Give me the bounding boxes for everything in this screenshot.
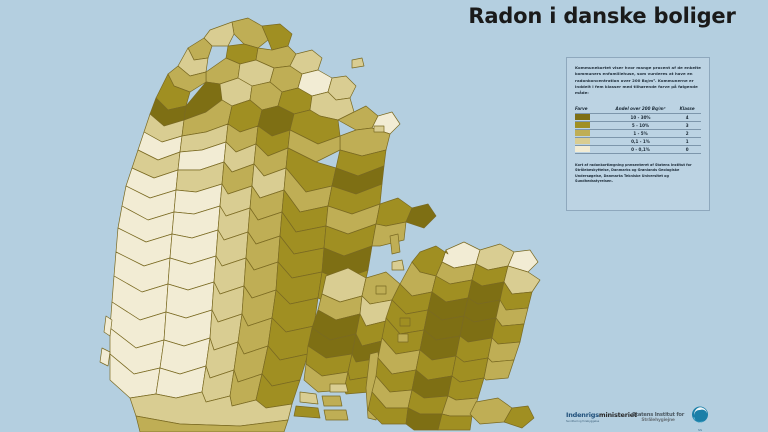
legend-class: 3	[673, 120, 701, 130]
legend-color-swatch	[575, 120, 608, 130]
legend-table: Farve Andel over 200 Bq/m³ Klasse 10 - 3…	[575, 106, 701, 154]
ministry-logo-name: Indenrigsministeriet	[566, 411, 637, 419]
swatch-class-0	[575, 146, 590, 153]
legend-class: 2	[673, 128, 701, 138]
swatch-class-1	[575, 138, 590, 145]
legend-header-farve: Farve	[575, 105, 588, 111]
swirl-logo: SIS	[688, 406, 712, 432]
legend-row: 1 - 5% 2	[575, 128, 701, 138]
legend-color-swatch	[575, 112, 608, 122]
legend-class: 0	[673, 144, 701, 154]
page-title: Radon i danske boliger	[468, 4, 736, 28]
legend-row: 0,1 - 1% 1	[575, 136, 701, 146]
logo-strip: Indenrigsministeriet Sundhed og forebygg…	[566, 405, 716, 432]
institute-logo: Statens Institut for Strålehygiejne	[632, 412, 684, 423]
legend-range: 5 - 10%	[607, 120, 674, 130]
legend-source: Kort af radonkortlægning præsenteret af …	[575, 162, 692, 183]
legend-color-swatch	[575, 128, 608, 138]
swirl-icon	[692, 406, 708, 423]
ministry-logo-tagline: Sundhed og forebyggelse	[566, 419, 600, 423]
legend-row: 5 - 10% 3	[575, 120, 701, 130]
ministry-logo-accent: Indenrigs	[566, 411, 599, 419]
legend-color-swatch	[575, 136, 608, 146]
legend-range: 0 - 0,1%	[607, 144, 674, 154]
legend-color-swatch	[575, 144, 608, 154]
legend-rows: 10 - 30% 4 5 - 10% 3 1 - 5% 2	[575, 112, 701, 154]
swatch-class-2	[575, 130, 590, 137]
legend-class: 1	[673, 136, 701, 146]
legend-description: Kommunekortet viser hvor mange procent a…	[575, 65, 701, 96]
legend-header-klasse: Klasse	[679, 105, 695, 111]
legend-range: 1 - 5%	[607, 128, 674, 138]
ministry-logo: Indenrigsministeriet Sundhed og forebygg…	[566, 411, 637, 423]
legend-header-row: Farve Andel over 200 Bq/m³ Klasse	[575, 106, 701, 114]
swatch-class-4	[575, 114, 590, 121]
swirl-logo-caption: SIS	[697, 428, 703, 432]
legend-range: 10 - 30%	[607, 112, 674, 122]
legend-header-andel: Andel over 200 Bq/m³	[615, 105, 666, 111]
institute-logo-line2: Strålehygiejne	[641, 417, 675, 423]
denmark-map	[99, 17, 541, 432]
legend-class: 4	[673, 112, 701, 122]
denmark-map-svg	[99, 17, 541, 432]
legend-panel: Kommunekortet viser hvor mange procent a…	[566, 57, 710, 211]
legend-range: 0,1 - 1%	[607, 136, 674, 146]
institute-logo-line1: Statens Institut for	[632, 412, 685, 418]
legend-row: 0 - 0,1% 0	[575, 144, 701, 154]
swatch-class-3	[575, 122, 590, 129]
ministry-logo-rest: ministeriet	[598, 411, 637, 419]
legend-row: 10 - 30% 4	[575, 112, 701, 122]
